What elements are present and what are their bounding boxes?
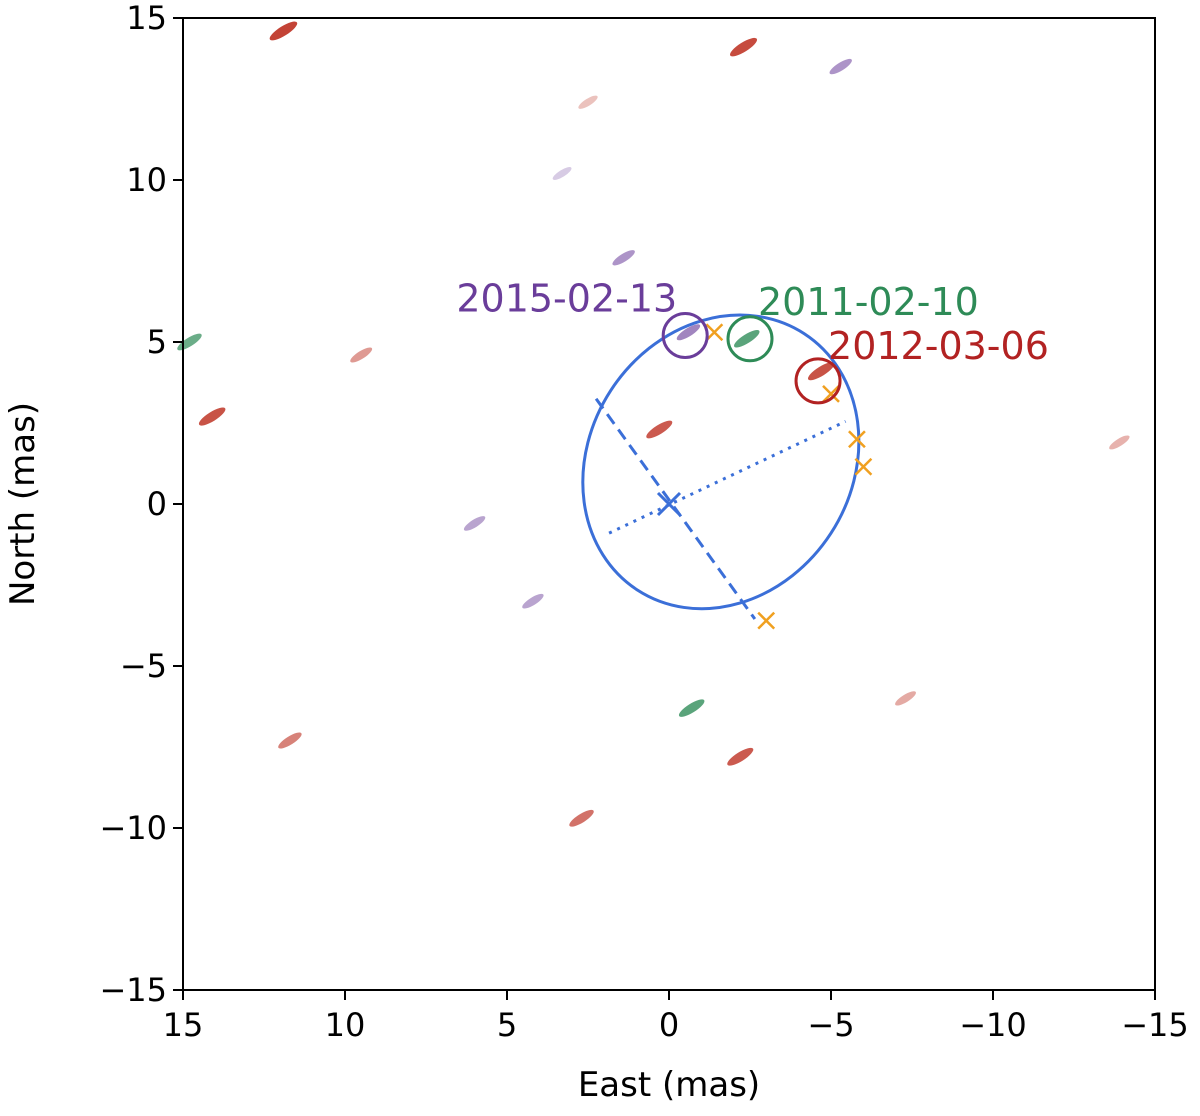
speckle-purple	[463, 516, 486, 531]
predicted-position-marker	[854, 457, 873, 476]
y-tick-label: 0	[147, 485, 167, 523]
detection-date-label: 2012-03-06	[828, 324, 1049, 368]
predicted-position-marker	[757, 611, 776, 630]
predicted-position-marker	[822, 384, 840, 403]
y-axis-label: North (mas)	[3, 402, 43, 606]
speckle-red	[569, 809, 594, 827]
detection-circle	[794, 357, 842, 405]
y-tick-label: −15	[99, 971, 167, 1009]
orbit-ellipse	[581, 313, 861, 611]
speckle-red	[198, 407, 226, 426]
orbit-fit	[581, 313, 861, 620]
x-tick-label: −5	[807, 1006, 854, 1044]
speckle-purple	[552, 167, 572, 180]
speckle-detections	[177, 21, 1130, 827]
predicted-position-marker	[705, 323, 724, 342]
y-axis-ticks: 15 10 5 0 −5 −10 −15	[99, 0, 183, 1009]
y-tick-label: −5	[120, 647, 167, 685]
speckle-purple	[676, 324, 701, 341]
speckle-red	[646, 420, 673, 439]
x-tick-label: −15	[1121, 1006, 1189, 1044]
detection-date-label: 2011-02-10	[758, 280, 979, 324]
predicted-position-marker	[848, 430, 866, 449]
x-tick-label: 10	[325, 1006, 366, 1044]
detection-circle	[726, 315, 774, 363]
x-tick-label: 5	[497, 1006, 517, 1044]
speckle-green	[678, 699, 705, 717]
speckle-red	[1109, 435, 1130, 450]
speckle-red	[895, 691, 916, 706]
speckle-red	[729, 37, 758, 57]
speckle-green	[733, 330, 760, 348]
speckle-red	[727, 747, 754, 766]
speckle-red	[807, 362, 835, 381]
speckle-red	[269, 21, 298, 41]
speckle-purple	[522, 593, 544, 609]
minor-axis-line	[608, 420, 847, 535]
detection-date-label: 2015-02-13	[456, 277, 677, 321]
speckle-purple	[612, 250, 635, 266]
speckle-red	[578, 95, 598, 109]
y-tick-label: 10	[126, 161, 167, 199]
speckle-purple	[829, 58, 852, 75]
primary-star-marker	[656, 491, 682, 517]
y-tick-label: −10	[99, 809, 167, 847]
x-axis-ticks: 15 10 5 0 −5 −10 −15	[163, 990, 1189, 1044]
y-tick-label: 15	[126, 0, 167, 37]
x-tick-label: 0	[659, 1006, 679, 1044]
speckle-red	[278, 732, 302, 749]
speckle-red	[350, 347, 373, 363]
predicted-positions	[705, 323, 873, 630]
x-axis-label: East (mas)	[578, 1065, 760, 1105]
y-tick-label: 5	[147, 323, 167, 361]
detection-circle	[661, 312, 709, 360]
x-tick-label: −10	[959, 1006, 1027, 1044]
x-tick-label: 15	[163, 1006, 204, 1044]
